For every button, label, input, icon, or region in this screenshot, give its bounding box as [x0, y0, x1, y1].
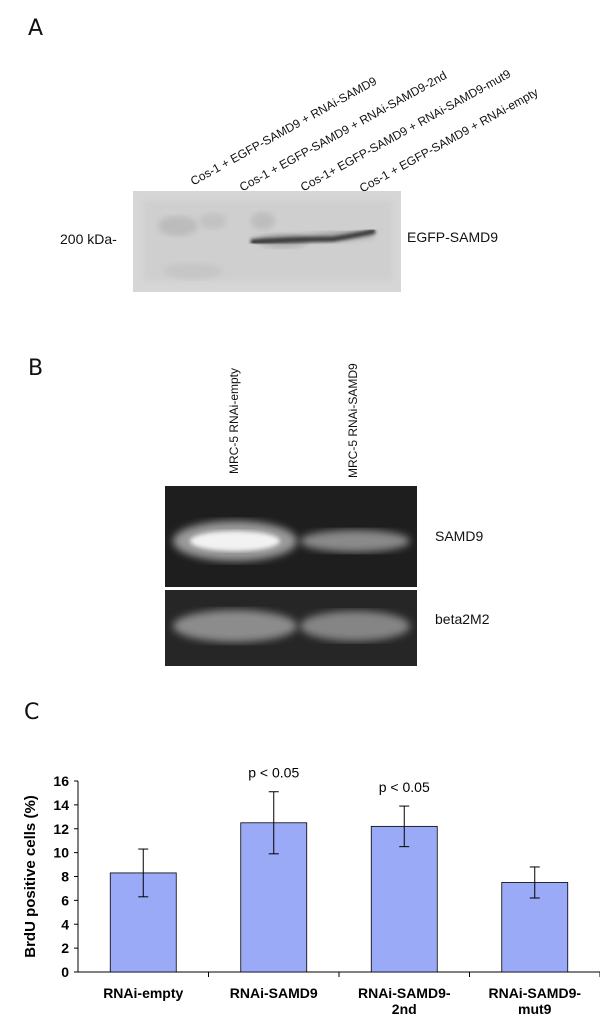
y-tick-label: 10: [53, 845, 69, 861]
panel-b-letter: B: [28, 356, 44, 381]
gel-lane-label-1: MRC-5 RNAi-empty: [227, 367, 241, 474]
x-tick-label: 2nd: [392, 1001, 417, 1017]
size-marker: 200 kDa-: [60, 231, 117, 247]
brdu-bar-chart: 0 2 4 6 8 10 12 14 16 BrdU positive cells (%) RNAi…: [22, 765, 600, 1017]
y-axis-label: BrdU positive cells (%): [22, 795, 39, 958]
bar: [370, 825, 438, 973]
y-tick-label: 2: [61, 940, 69, 956]
gel-lane-label-2: MRC-5 RNAi-SAMD9: [346, 363, 360, 478]
x-tick-label: RNAi-SAMD9-: [488, 985, 581, 1001]
band-label: EGFP-SAMD9: [407, 229, 499, 245]
gel-label-beta2m2: beta2M2: [435, 611, 490, 627]
y-tick-label: 12: [53, 821, 69, 837]
bar: [240, 822, 308, 973]
x-tick-label: RNAi-SAMD9: [230, 985, 318, 1001]
y-tick-label: 16: [53, 773, 69, 789]
panel-a-letter: A: [28, 16, 44, 41]
y-tick-label: 4: [61, 916, 69, 932]
significance-annotation: p < 0.05: [248, 765, 299, 781]
y-tick-label: 6: [61, 892, 69, 908]
rt-pcr-gel-image: [165, 486, 417, 666]
x-tick-label: RNAi-SAMD9-: [358, 985, 451, 1001]
panel-c-letter: C: [24, 700, 40, 725]
x-tick-label: RNAi-empty: [103, 985, 183, 1001]
gel-label-samd9: SAMD9: [435, 528, 484, 544]
y-tick-label: 8: [61, 869, 69, 885]
western-blot-image: [133, 191, 401, 292]
y-tick-label: 14: [53, 797, 69, 813]
x-tick-label: mut9: [518, 1001, 552, 1017]
y-tick-label: 0: [61, 964, 69, 980]
significance-annotation: p < 0.05: [379, 779, 430, 795]
